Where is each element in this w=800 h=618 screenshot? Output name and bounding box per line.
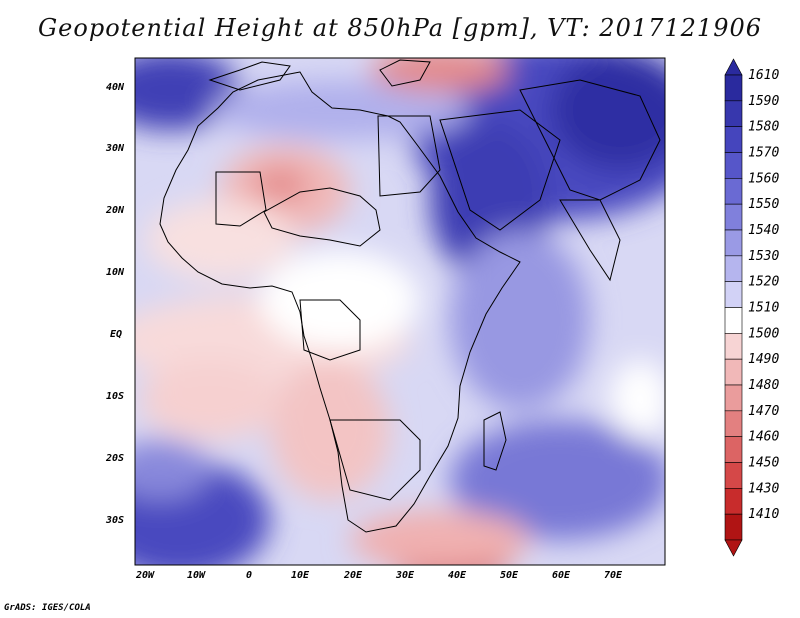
colorbar-swatch (724, 255, 743, 282)
colorbar-label: 1470 (748, 404, 779, 419)
colorbar-label: 1500 (748, 326, 779, 341)
lon-label: 20E (343, 570, 363, 581)
colorbar-swatch (724, 358, 743, 386)
colorbar-swatch (724, 462, 743, 489)
colorbar-label: 1460 (748, 430, 779, 445)
lat-label: 40N (106, 82, 125, 93)
lat-label: 20N (105, 205, 125, 216)
lon-label: 20W (135, 570, 155, 581)
colorbar-swatch (724, 436, 743, 463)
colorbar-bottom-arrow (724, 539, 743, 557)
colorbar-swatch (724, 384, 743, 412)
colorbar-label: 1490 (748, 352, 779, 367)
plot-frame (134, 57, 666, 566)
colorbar-label: 1480 (748, 378, 779, 393)
colorbar-swatch (724, 126, 743, 153)
lon-label: 10E (291, 570, 310, 581)
lat-label: 10S (106, 391, 124, 402)
colorbar-swatch (724, 410, 743, 437)
colorbar-label: 1550 (748, 197, 779, 212)
colorbar-swatch (724, 281, 743, 308)
colorbar-swatch (724, 152, 743, 179)
colorbar-swatch (724, 74, 743, 102)
lat-axis: 40N 30N 20N 10N EQ 10S 20S 30S (105, 82, 125, 526)
colorbar-label: 1610 (748, 68, 779, 83)
colorbar-swatch (724, 229, 743, 257)
lon-label: 60E (552, 570, 571, 581)
colorbar-swatch (724, 333, 743, 360)
colorbar-swatch (724, 100, 743, 127)
colorbar-label: 1430 (748, 481, 779, 496)
lon-label: 0 (246, 570, 252, 581)
colorbar-swatch (724, 178, 743, 205)
coastlines (159, 59, 661, 533)
colorbar-label: 1540 (748, 223, 779, 238)
lat-label: 20S (105, 453, 124, 464)
lon-label: 40E (448, 570, 467, 581)
lon-label: 70E (604, 570, 623, 581)
colorbar-swatch (724, 488, 743, 515)
colorbar-label: 1410 (748, 507, 779, 522)
colorbar-swatch (724, 513, 743, 541)
colorbar-swatch (724, 307, 743, 334)
colorbar-top-arrow (724, 58, 743, 76)
colorbar-label: 1560 (748, 171, 779, 186)
lon-label: 30E (395, 570, 415, 581)
lat-label: 30S (105, 515, 124, 526)
lon-label: 10W (187, 570, 206, 581)
lat-label: 10N (106, 267, 125, 278)
lon-axis: 20W 10W 0 10E 20E 30E 40E 50E 60E 70E (135, 570, 623, 581)
colorbar-label: 1590 (748, 94, 779, 109)
colorbar-label: 1580 (748, 120, 779, 135)
lon-label: 50E (500, 570, 519, 581)
colorbar-label: 1570 (748, 146, 779, 161)
colorbar-label: 1450 (748, 456, 779, 471)
grads-credit: GrADS: IGES/COLA (4, 603, 91, 613)
colorbar-label: 1520 (748, 275, 779, 290)
lat-label: 30N (105, 143, 125, 154)
colorbar-label: 1510 (748, 301, 779, 316)
colorbar: 1610 1590 1580 1570 1560 1550 1540 1530 1520 1510… (724, 58, 779, 557)
lat-label: EQ (110, 329, 122, 340)
colorbar-swatch (724, 203, 743, 231)
colorbar-label: 1530 (748, 249, 779, 264)
map-title: Geopotential Height at 850hPa [gpm], VT:… (38, 14, 762, 42)
